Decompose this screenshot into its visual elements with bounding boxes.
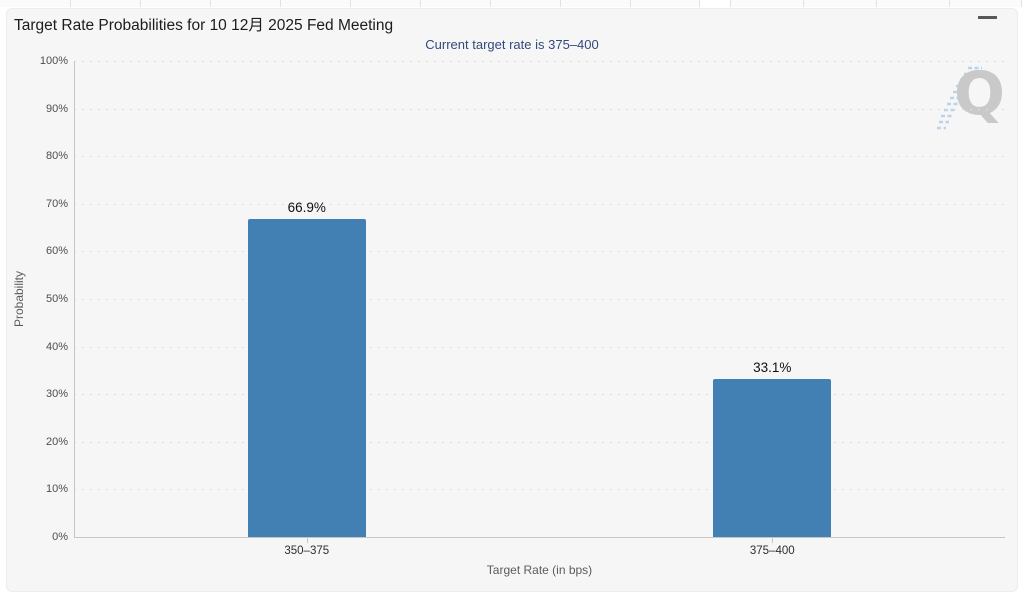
gridline-40: [74, 346, 1005, 348]
bar-value-label: 33.1%: [753, 360, 792, 376]
tab-stub[interactable]: [140, 0, 210, 7]
y-tick-label: 80%: [45, 150, 68, 163]
chart-context-menu-button[interactable]: [978, 15, 1002, 35]
x-tick-mark: [772, 538, 774, 543]
y-axis-line: [74, 61, 75, 537]
y-tick-label: 20%: [45, 435, 68, 448]
gridline-80: [74, 156, 1005, 158]
y-tick-label: 100%: [39, 55, 68, 67]
watermark-hatch: [937, 66, 982, 130]
tab-stub[interactable]: [560, 0, 630, 7]
y-tick-label: 40%: [45, 340, 68, 353]
gridline-100: [74, 61, 1005, 62]
tab-stub[interactable]: [350, 0, 420, 7]
quikstrike-watermark-icon: Q: [936, 62, 1014, 140]
tab-stub[interactable]: [280, 0, 350, 7]
tab-stub[interactable]: [630, 0, 700, 7]
y-tick-label: 30%: [45, 388, 68, 401]
y-tick-label: 90%: [45, 102, 68, 115]
x-axis-title: Target Rate (in bps): [486, 563, 593, 577]
gridline-50: [74, 299, 1005, 300]
chart-panel: [6, 8, 1018, 592]
tab-stub[interactable]: [803, 0, 876, 7]
y-tick-label: 70%: [45, 197, 68, 210]
gridline-20: [74, 441, 1005, 443]
gridline-10: [74, 489, 1005, 491]
tab-strip-gap: [700, 0, 730, 7]
x-axis-line: [74, 537, 1005, 538]
x-category-label: 350–375: [284, 545, 330, 557]
watermark-q-letter: Q: [954, 59, 1006, 129]
gridline-60: [74, 251, 1005, 253]
gridline-90: [74, 108, 1005, 110]
tab-stub[interactable]: [490, 0, 560, 7]
top-tab-strip: [0, 0, 1024, 7]
hamburger-icon: [978, 16, 997, 19]
tab-stub[interactable]: [420, 0, 490, 7]
bar-value-label: 66.9%: [287, 199, 326, 215]
y-tick-label: 10%: [45, 483, 68, 496]
y-tick-label: 0%: [52, 531, 68, 543]
bar-375–400[interactable]: [713, 379, 832, 537]
chart-subtitle: Current target rate is 375–400: [425, 37, 599, 52]
gridline-30: [74, 394, 1005, 396]
tab-stub[interactable]: [730, 0, 803, 7]
tab-stub[interactable]: [876, 0, 949, 7]
tab-stub[interactable]: [949, 0, 1022, 7]
x-tick-mark: [306, 538, 308, 543]
bar-350–375[interactable]: [247, 218, 366, 537]
tab-stub[interactable]: [0, 0, 70, 7]
tab-stub[interactable]: [70, 0, 140, 7]
x-category-label: 375–400: [749, 545, 795, 557]
y-tick-label: 60%: [45, 245, 68, 258]
gridline-70: [74, 203, 1005, 205]
chart-title: Target Rate Probabilities for 10 12月 202…: [14, 17, 394, 34]
y-tick-label: 50%: [45, 293, 68, 305]
tab-stub[interactable]: [210, 0, 280, 7]
